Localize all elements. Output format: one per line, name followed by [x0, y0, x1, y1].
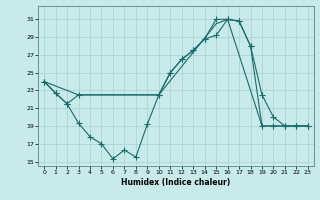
X-axis label: Humidex (Indice chaleur): Humidex (Indice chaleur) — [121, 178, 231, 187]
